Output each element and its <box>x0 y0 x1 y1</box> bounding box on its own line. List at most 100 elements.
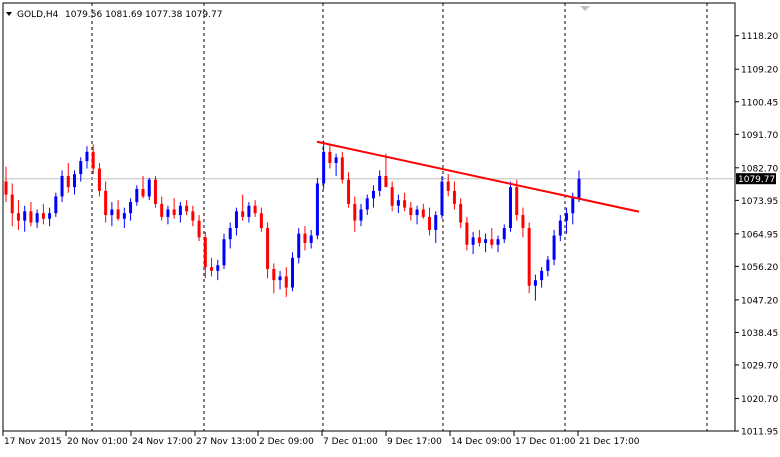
candle-body <box>533 280 537 286</box>
candle-body <box>291 257 294 288</box>
candle-body <box>347 179 351 204</box>
candle-body <box>303 233 307 243</box>
candle-body <box>23 211 27 221</box>
candle-23 <box>147 177 151 201</box>
candle-43 <box>272 263 276 294</box>
candle-21 <box>135 185 139 206</box>
candle-31 <box>197 215 201 242</box>
candle-body <box>309 235 313 243</box>
candle-body <box>91 151 95 169</box>
y-tick-label: 1047.20 <box>741 296 778 306</box>
candle-body <box>353 203 357 221</box>
candle-51 <box>322 140 326 190</box>
time-axis[interactable]: 17 Nov 2015 20 Nov 01:00 24 Nov 17:00 27 No… <box>2 431 640 447</box>
candle-46 <box>291 252 294 292</box>
candle-49 <box>309 229 313 249</box>
x-tick-label: 9 Dec 17:00 <box>387 437 442 447</box>
candle-body <box>48 213 52 219</box>
candle-body <box>110 209 114 216</box>
candle-body <box>459 203 463 223</box>
candle-25 <box>160 196 164 221</box>
x-tick-label: 17 Nov 2015 <box>4 437 62 447</box>
current-price-value: 1079.77 <box>738 175 775 185</box>
y-tick-label: 1109.20 <box>741 66 778 76</box>
candle-6 <box>41 203 45 225</box>
candle-body <box>365 198 369 210</box>
candle-body <box>421 209 425 217</box>
candle-65 <box>409 202 413 221</box>
candle-body <box>390 187 394 206</box>
candle-41 <box>259 207 263 232</box>
candle-53 <box>334 153 338 176</box>
candle-body <box>508 187 512 229</box>
candle-body <box>552 235 556 260</box>
candle-body <box>496 239 500 245</box>
candle-78 <box>490 228 494 249</box>
candle-body <box>266 228 270 269</box>
candle-19 <box>122 207 126 229</box>
price-axis[interactable]: 1118.20 1109.20 1100.45 1091.70 1082.70 1073.… <box>735 32 778 438</box>
candle-80 <box>502 224 506 243</box>
candle-29 <box>185 200 189 216</box>
candle-20 <box>129 198 133 221</box>
candle-74 <box>465 216 469 251</box>
candle-body <box>471 237 475 245</box>
candle-39 <box>247 202 251 223</box>
candle-77 <box>484 233 488 253</box>
candle-87 <box>546 255 550 277</box>
y-tick-label: 1020.70 <box>741 395 778 405</box>
candle-body <box>322 151 326 184</box>
candle-body <box>216 265 220 271</box>
dropdown-triangle-icon[interactable] <box>6 12 12 16</box>
candle-30 <box>191 205 195 227</box>
candle-body <box>172 209 176 216</box>
candle-body <box>284 276 288 288</box>
chart-shift-marker-icon[interactable] <box>580 6 590 11</box>
candle-54 <box>340 151 344 184</box>
candle-body <box>197 220 201 238</box>
y-tick-label: 1064.95 <box>741 230 778 240</box>
candle-body <box>315 183 319 236</box>
candle-body <box>234 211 238 229</box>
candle-42 <box>266 222 270 279</box>
candle-84 <box>527 222 531 294</box>
candle-body <box>490 239 494 245</box>
candle-body <box>129 202 133 214</box>
x-tick-label: 21 Dec 17:00 <box>579 437 640 447</box>
candle-body <box>278 276 282 281</box>
candle-9 <box>60 170 64 203</box>
candle-body <box>166 209 170 217</box>
candle-63 <box>396 194 400 214</box>
candle-body <box>16 213 20 221</box>
candle-body <box>122 213 126 219</box>
trendline[interactable] <box>316 140 640 213</box>
candle-85 <box>533 274 537 301</box>
current-price-label: 1079.77 <box>736 173 776 185</box>
candle-38 <box>241 194 245 221</box>
candle-body <box>54 196 58 214</box>
candle-12 <box>79 157 83 182</box>
candle-13 <box>85 146 89 169</box>
candle-body <box>185 205 189 212</box>
symbol-name: GOLD,H4 <box>17 10 59 20</box>
y-tick-label: 1082.70 <box>741 164 778 174</box>
candle-24 <box>153 175 157 208</box>
candle-body <box>222 239 226 266</box>
candle-body <box>440 181 444 216</box>
candle-88 <box>552 229 556 266</box>
x-tick-label: 20 Nov 01:00 <box>67 437 128 447</box>
x-tick-label: 27 Nov 13:00 <box>196 437 257 447</box>
candle-body <box>4 181 8 195</box>
candle-40 <box>253 200 257 217</box>
candle-body <box>191 211 195 221</box>
candle-92 <box>577 170 581 203</box>
candle-body <box>116 209 120 219</box>
x-tick-label: 2 Dec 09:00 <box>259 437 314 447</box>
candle-66 <box>415 205 419 225</box>
candle-body <box>527 228 531 286</box>
candle-body <box>66 175 70 188</box>
candle-body <box>178 205 182 216</box>
candle-35 <box>222 233 226 269</box>
